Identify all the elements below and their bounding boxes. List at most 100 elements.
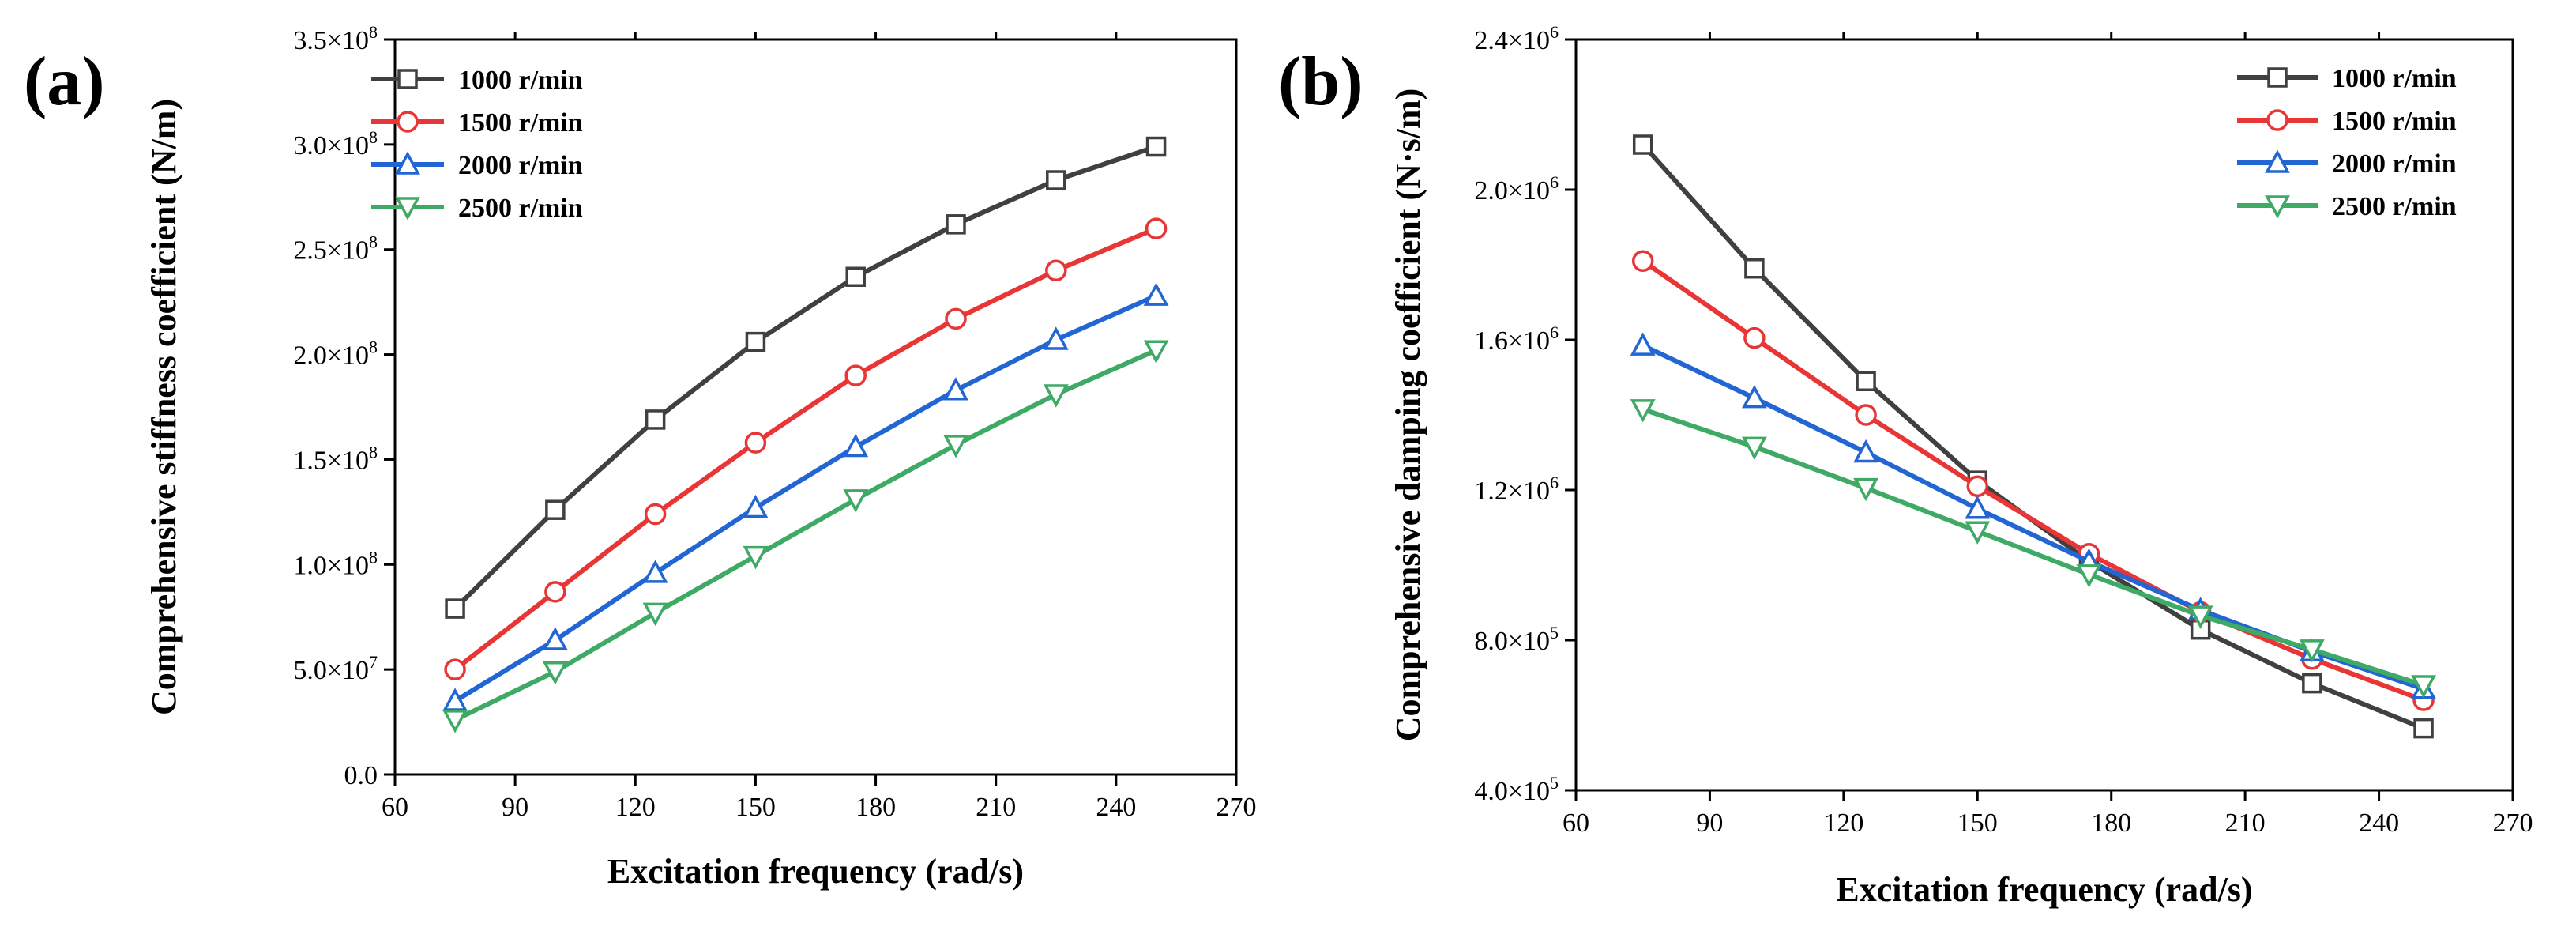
panel-b-legend-2500-label: 2500 r/min xyxy=(2332,192,2457,221)
panel-b-series-1000-point xyxy=(1632,134,1653,155)
panel-b-legend-2000-label: 2000 r/min xyxy=(2332,149,2457,179)
panel-a-series-2500-point xyxy=(642,602,668,627)
panel-a-series-1000-point xyxy=(445,598,465,619)
panel-a-legend-2000-label: 2000 r/min xyxy=(458,151,583,180)
panel-a-series-2500-point xyxy=(1143,340,1169,364)
panel-b-x-tick-label: 150 xyxy=(1957,808,1998,838)
panel-b-legend-1500-marker xyxy=(2266,109,2288,131)
panel-a-series-1500-point xyxy=(644,503,667,526)
panel-b-legend-2500-marker xyxy=(2265,195,2290,219)
panel-b-series-2500-line xyxy=(1641,407,2424,688)
panel-a-y-tick-label: 1.0×108 xyxy=(293,547,378,580)
panel-a-series-1000-line xyxy=(453,144,1157,611)
panel-a-x-tick-label: 180 xyxy=(856,793,896,822)
panel-b-x-axis-title: Excitation frequency (rad/s) xyxy=(1836,870,2252,909)
panel-a-series-2000-point xyxy=(1043,326,1069,350)
panel-a-series-1000-point xyxy=(745,331,766,352)
panel-b-y-tick-label: 8.0×105 xyxy=(1474,623,1559,656)
panel-b-series-1500-point xyxy=(1966,475,1989,497)
panel-a-legend-1500-marker xyxy=(397,111,419,133)
panel-a-legend-1000-label: 1000 r/min xyxy=(458,66,583,95)
panel-a-legend-2500-label: 2500 r/min xyxy=(458,194,583,223)
panel-b-x-tick-label: 180 xyxy=(2091,808,2131,838)
panel-b-series-2500-point xyxy=(1630,399,1656,423)
panel-b-x-tick-label: 240 xyxy=(2359,808,2399,838)
panel-a-series-2500-point xyxy=(943,435,968,458)
panel-b-series-1500-point xyxy=(1743,326,1766,349)
panel-b-series-1000-point xyxy=(1856,371,1876,391)
panel-b-legend-1500-label: 1500 r/min xyxy=(2332,107,2457,136)
panel-a-y-tick-label: 0.0 xyxy=(344,761,378,790)
panel-b-series-1500-point xyxy=(1631,250,1654,272)
panel-a-y-tick-label: 2.0×108 xyxy=(293,337,378,371)
panel-a-series-2000-point xyxy=(1143,282,1169,306)
panel-a-y-tick-label: 5.0×107 xyxy=(293,652,378,685)
panel-b-series-2500-point xyxy=(2187,605,2213,629)
panel-a-series-1500-point xyxy=(744,432,767,454)
panel-a-plot-area: 60 90 120 150 180 210 240 270 0.0 5.0×107 1.0×108 1… xyxy=(293,22,1256,822)
panel-a-series-2500-point xyxy=(843,489,869,513)
panel-a-x-tick-label: 120 xyxy=(615,793,656,822)
panel-a-series-2000-point xyxy=(743,494,769,518)
panel-b-y-tick-label: 4.0×105 xyxy=(1474,773,1559,806)
panel-b-x-tick-label: 120 xyxy=(1823,808,1863,838)
panel-b-series-1000-point xyxy=(2413,718,2434,739)
panel-b-series-2500-point xyxy=(2411,675,2436,699)
panel-a-y-axis-title: Comprehensive stiffness coefficient (N/m… xyxy=(145,99,183,715)
panel-a-series-2000-point xyxy=(642,560,668,583)
panel-a-series-1500-point xyxy=(444,658,466,680)
panel-a-series-1500-point xyxy=(844,364,867,386)
panel-b-series-2000-point xyxy=(1965,496,1991,519)
panel-a-series-2000-line xyxy=(453,293,1157,703)
panel-a-y-tick-label: 2.5×108 xyxy=(293,232,378,266)
panel-a-x-tick-label: 90 xyxy=(502,793,528,822)
panel-a-x-axis-title: Excitation frequency (rad/s) xyxy=(607,852,1024,891)
panel-a-series-2500-line xyxy=(453,348,1157,722)
panel-a-series-1500-point xyxy=(945,307,967,330)
panel-b-series-2500-point xyxy=(1741,436,1767,461)
panel-b-series-2000-point xyxy=(1853,439,1879,463)
panel-a-y-tick-label: 3.5×108 xyxy=(293,22,378,55)
panel-a-series-1000-point xyxy=(946,214,966,235)
panel-b-y-tick-label: 2.4×106 xyxy=(1474,22,1559,55)
panel-a-series-1000-point xyxy=(1145,136,1167,157)
panel-b-x-tick-label: 270 xyxy=(2493,808,2533,838)
panel-a-series-2500-point xyxy=(1043,384,1069,408)
panel-b-x-tick-label: 60 xyxy=(1563,808,1589,838)
panel-b-y-tick-label: 1.6×106 xyxy=(1474,322,1559,356)
panel-b-series-2500-point xyxy=(1965,521,1991,545)
panel-a-x-tick-label: 240 xyxy=(1096,793,1136,822)
panel-b-legend-1000-label: 1000 r/min xyxy=(2332,64,2457,93)
panel-b-x-tick-label: 210 xyxy=(2225,808,2266,838)
panel-a-legend-1000-marker xyxy=(397,69,418,89)
panel-a-series-1000-point xyxy=(645,409,666,430)
panel-a-label: (a) xyxy=(24,43,105,120)
panel-a-series-2000-point xyxy=(442,688,468,711)
panel-b-y-tick-label: 1.2×106 xyxy=(1474,473,1559,506)
panel-b-y-axis-title: Comprehensive damping coefficient (N·s/m… xyxy=(1389,89,1427,742)
panel-a-series-1000-point xyxy=(545,499,566,520)
panel-a-y-tick-label: 3.0×108 xyxy=(293,127,378,160)
panel-b-plot-area: 60 90 120 150 180 210 240 270 4.0×105 8.0×105 1.2×… xyxy=(1474,22,2533,838)
panel-a-x-tick-label: 270 xyxy=(1217,793,1257,822)
panel-a-y-tick-label: 1.5×108 xyxy=(293,442,378,475)
panel-a-x-tick-label: 150 xyxy=(735,793,776,822)
panel-b-series-2500-point xyxy=(1853,477,1879,502)
panel-a-legend-2000-marker xyxy=(395,151,420,175)
panel-b-legend-2000-marker xyxy=(2265,149,2290,173)
panel-a-series-2000-point xyxy=(843,433,869,458)
panel-a-series-2500-point xyxy=(442,710,468,733)
panel-b-series-2000-point xyxy=(1741,384,1767,409)
panel-a-series-1000-point xyxy=(845,266,866,288)
panel-b-series-1500-point xyxy=(1855,404,1877,426)
panel-b-label: (b) xyxy=(1278,43,1363,120)
panel-a-chart: (a) Comprehensive stiffness coefficient … xyxy=(24,22,1257,891)
panel-a-legend-1500-label: 1500 r/min xyxy=(458,108,583,138)
panel-a-series-1500-point xyxy=(1045,259,1067,282)
panel-a-legend-2500-marker xyxy=(395,197,420,220)
panel-b-legend-1000-marker xyxy=(2267,67,2288,88)
panel-a-series-2500-point xyxy=(743,545,769,570)
panel-b-series-2000-point xyxy=(1630,332,1656,356)
panel-a-series-2500-point xyxy=(542,662,568,685)
